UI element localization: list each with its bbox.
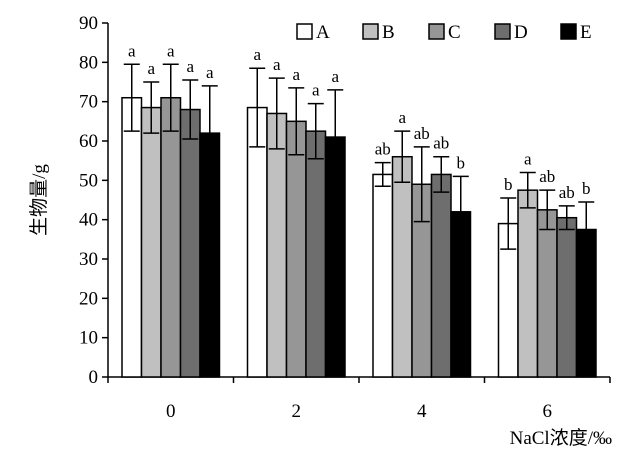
significance-label: ab	[414, 124, 430, 143]
bar	[246, 106, 268, 378]
y-tick-label: 30	[79, 249, 98, 270]
bar	[305, 130, 327, 378]
significance-label: a	[253, 45, 261, 64]
significance-label: ab	[559, 183, 575, 202]
y-tick-label: 70	[79, 92, 98, 113]
legend-label: B	[382, 22, 395, 43]
bar	[391, 155, 413, 378]
legend-swatch	[296, 23, 313, 40]
y-tick-label: 40	[79, 210, 98, 231]
significance-label: a	[273, 55, 281, 74]
significance-label: a	[167, 41, 175, 60]
legend-swatch	[494, 23, 511, 40]
significance-label: a	[524, 149, 532, 168]
y-tick-label: 0	[89, 367, 99, 388]
significance-label: ab	[375, 140, 391, 159]
significance-label: a	[186, 57, 194, 76]
x-tick-label: 4	[417, 401, 427, 422]
bar	[121, 96, 143, 378]
legend-label: A	[316, 22, 330, 43]
y-tick-label: 20	[79, 288, 98, 309]
y-axis-title: 生物量/g	[28, 164, 50, 236]
significance-label: a	[128, 41, 136, 60]
significance-label: a	[331, 67, 339, 86]
y-tick-label: 50	[79, 170, 98, 191]
significance-label: ab	[539, 167, 555, 186]
x-axis-title: NaCl浓度/‰	[510, 427, 612, 449]
y-tick-label: 80	[79, 52, 98, 73]
bar	[179, 108, 201, 378]
legend-label: D	[514, 22, 528, 43]
legend: A B C D E	[296, 22, 592, 43]
significance-label: ab	[433, 134, 449, 153]
legend-swatch	[560, 23, 577, 40]
bar	[372, 173, 394, 378]
significance-label: a	[398, 108, 406, 127]
legend-label: E	[580, 22, 592, 43]
significance-label: a	[312, 81, 320, 100]
bar	[160, 96, 182, 378]
legend-swatch	[428, 23, 445, 40]
x-tick-label: 2	[292, 401, 302, 422]
y-tick-label: 90	[79, 13, 98, 34]
significance-label: a	[206, 63, 214, 82]
y-tick-label: 60	[79, 131, 98, 152]
significance-label: a	[147, 59, 155, 78]
x-tick-label: 0	[166, 401, 176, 422]
significance-label: a	[292, 65, 300, 84]
significance-label: b	[457, 153, 466, 172]
bar	[285, 120, 307, 378]
significance-label: b	[582, 179, 591, 198]
y-axis: 0 10 20 30 40 50 60 70 80 90	[79, 13, 109, 388]
bar	[266, 112, 288, 378]
y-tick-label: 10	[79, 328, 98, 349]
significance-label: b	[504, 175, 513, 194]
bar	[556, 216, 578, 378]
x-tick-label: 6	[543, 401, 553, 422]
legend-swatch	[362, 23, 379, 40]
x-axis: 0 2 4 6	[107, 376, 611, 422]
bar	[536, 209, 558, 378]
bar	[517, 189, 539, 378]
bar	[430, 173, 452, 378]
bar	[140, 106, 162, 378]
legend-label: C	[448, 22, 461, 43]
